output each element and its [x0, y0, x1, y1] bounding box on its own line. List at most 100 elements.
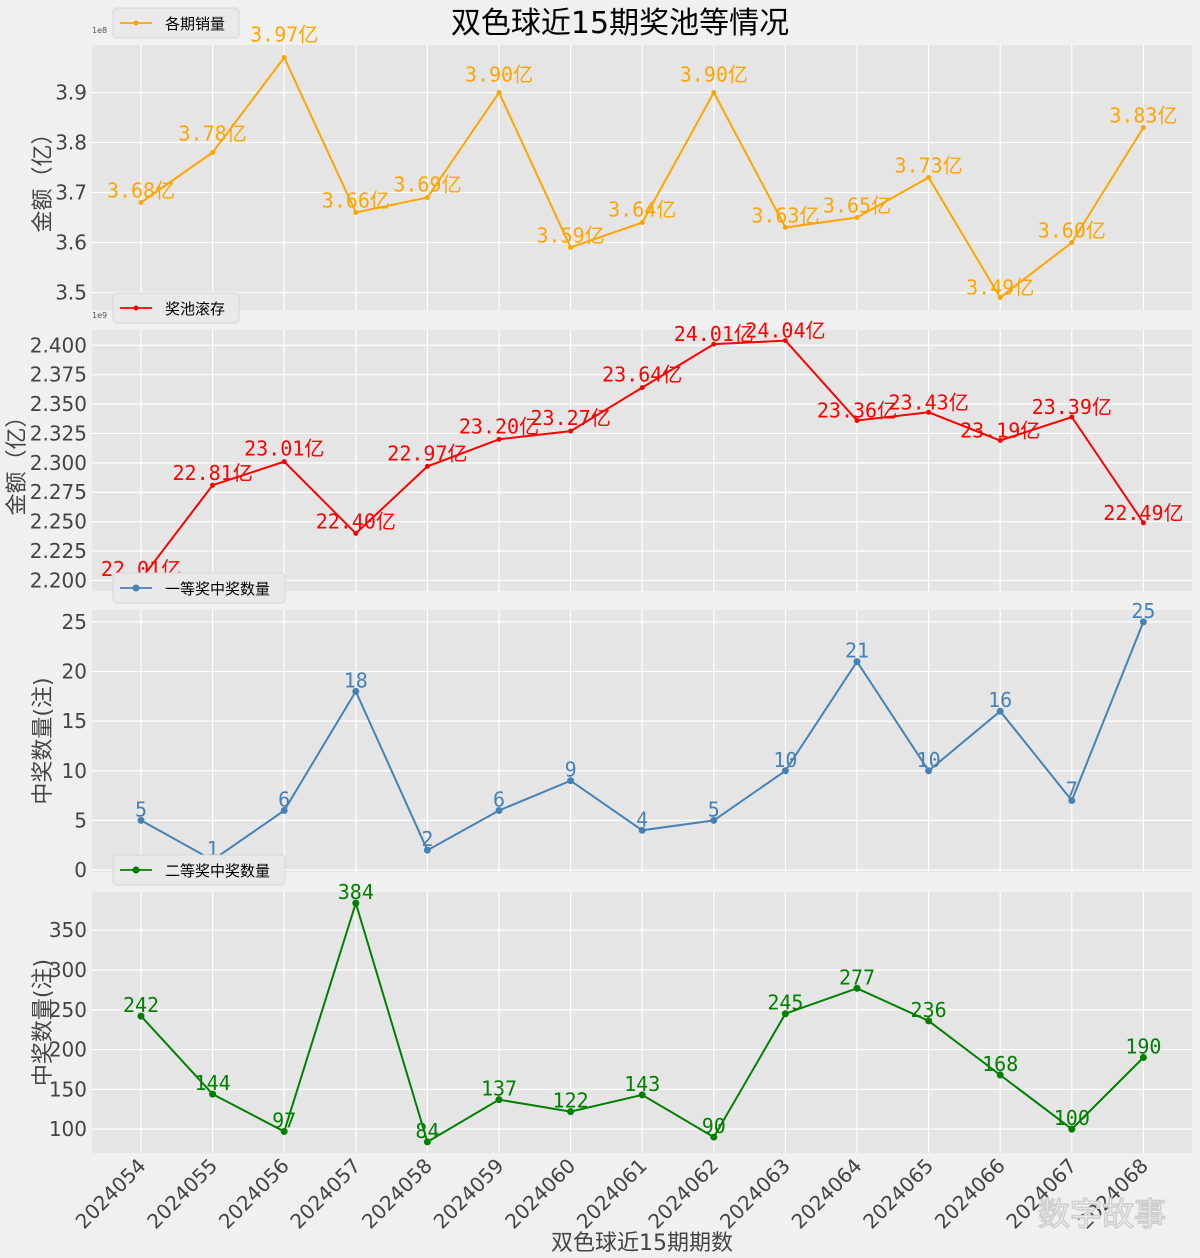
data-label: 24.01亿: [674, 322, 754, 346]
data-label: 3.64亿: [608, 198, 676, 222]
data-label: 22.49亿: [1103, 501, 1183, 525]
legend-swatch-marker: [133, 20, 139, 26]
data-point: [210, 482, 216, 488]
data-label: 3.66亿: [322, 189, 390, 213]
chart-panels: 3.5 3.6 3.7 3.8 3.9 1e8 金额（亿） 3.68亿 3.78亿 3.97亿 3.…: [5, 7, 1192, 1234]
y-tick-label: 350: [49, 918, 87, 942]
data-point: [280, 806, 288, 814]
data-label: 242: [123, 993, 159, 1017]
data-label: 21: [845, 639, 869, 663]
data-point: [1140, 520, 1146, 526]
data-label: 3.83亿: [1109, 104, 1177, 128]
y-tick-label: 0: [74, 858, 87, 882]
data-label: 3.69亿: [393, 173, 461, 197]
data-label: 384: [338, 880, 374, 904]
data-point: [495, 806, 503, 814]
data-point: [138, 200, 144, 205]
y-tick-label: 3.9: [55, 81, 87, 105]
grid: [92, 892, 1192, 1153]
data-point: [638, 826, 646, 834]
legend: 一等奖中奖数量: [112, 572, 286, 604]
data-point: [209, 1090, 217, 1098]
data-label: 23.20亿: [459, 414, 539, 438]
y-tick-label: 150: [49, 1077, 87, 1101]
data-label: 100: [1054, 1106, 1090, 1130]
y-tick-label: 2.400: [30, 333, 87, 357]
legend-swatch-marker: [132, 584, 140, 592]
data-label: 3.65亿: [823, 194, 891, 218]
data-label: 3.90亿: [680, 63, 748, 87]
data-point: [137, 816, 145, 824]
data-label: 25: [1131, 599, 1155, 623]
x-tick-label: 2024056: [214, 1154, 294, 1234]
data-label: 5: [708, 797, 720, 821]
data-label: 3.60亿: [1038, 219, 1106, 243]
data-point: [711, 90, 717, 95]
data-point: [1069, 414, 1075, 420]
data-label: 168: [982, 1052, 1018, 1076]
data-point: [853, 658, 861, 666]
data-point: [352, 687, 360, 695]
panel-1: 3.5 3.6 3.7 3.8 3.9 1e8 金额（亿） 3.68亿 3.78亿 3.97亿 3.…: [31, 7, 1192, 310]
data-point: [997, 438, 1003, 444]
data-label: 23.19亿: [960, 419, 1040, 443]
data-point: [280, 1128, 288, 1136]
data-label: 236: [911, 998, 947, 1022]
data-point: [638, 1091, 646, 1099]
x-tick-label: 2024062: [643, 1154, 723, 1234]
y-tick-label: 2.275: [30, 480, 87, 504]
data-label: 3.90亿: [465, 63, 533, 87]
y-tick-label: 2.225: [30, 539, 87, 563]
data-label: 137: [481, 1077, 517, 1101]
data-label: 190: [1125, 1035, 1161, 1059]
data-point: [1069, 240, 1075, 245]
data-label: 16: [988, 688, 1012, 712]
data-label: 7: [1066, 778, 1078, 802]
data-point: [1139, 618, 1147, 626]
data-label: 10: [917, 748, 941, 772]
data-point: [997, 295, 1003, 300]
grid: [92, 45, 1192, 310]
y-tick-label: 250: [49, 998, 87, 1022]
y-tick-label: 2.250: [30, 510, 87, 534]
data-label: 22.40亿: [316, 509, 396, 533]
data-label: 84: [415, 1119, 439, 1143]
y-tick-label: 3.7: [55, 181, 87, 205]
data-label: 2: [421, 827, 433, 851]
y-tick-label: 3.8: [55, 131, 87, 155]
legend-frame: [112, 572, 286, 604]
data-point: [1139, 1054, 1147, 1062]
panel-4: 100 150 200 250 300 350 中奖数量(注) 242 144 97 384 84 13…: [31, 854, 1192, 1234]
x-tick-label: 2024063: [715, 1154, 795, 1234]
legend-frame: [112, 7, 240, 39]
data-label: 23.39亿: [1032, 395, 1112, 419]
data-point: [781, 1010, 789, 1018]
y-tick-label: 5: [74, 808, 87, 832]
data-point: [854, 215, 860, 220]
y-tick-label: 20: [62, 660, 87, 684]
x-tick-label: 2024065: [858, 1154, 938, 1234]
data-point: [568, 428, 574, 434]
y-tick-label: 2.350: [30, 392, 87, 416]
x-tick-label: 2024057: [285, 1154, 365, 1234]
data-label: 9: [565, 758, 577, 782]
data-label: 3.63亿: [751, 204, 819, 228]
data-point: [137, 1012, 145, 1020]
legend-label: 二等奖中奖数量: [165, 862, 270, 880]
data-point: [353, 530, 359, 536]
data-point: [996, 707, 1004, 715]
data-label: 22.81亿: [172, 461, 252, 485]
data-label: 143: [624, 1072, 660, 1096]
legend: 二等奖中奖数量: [112, 854, 286, 886]
legend-swatch-marker: [132, 866, 140, 874]
data-point: [567, 777, 575, 785]
data-point: [281, 55, 287, 60]
y-tick-label: 3.6: [55, 231, 87, 255]
data-label: 90: [702, 1114, 726, 1138]
data-label: 23.43亿: [888, 390, 968, 414]
data-point: [1140, 125, 1146, 130]
grid: [92, 330, 1192, 591]
data-point: [568, 245, 574, 250]
legend: 奖池滚存: [112, 292, 240, 324]
data-point: [496, 90, 502, 95]
